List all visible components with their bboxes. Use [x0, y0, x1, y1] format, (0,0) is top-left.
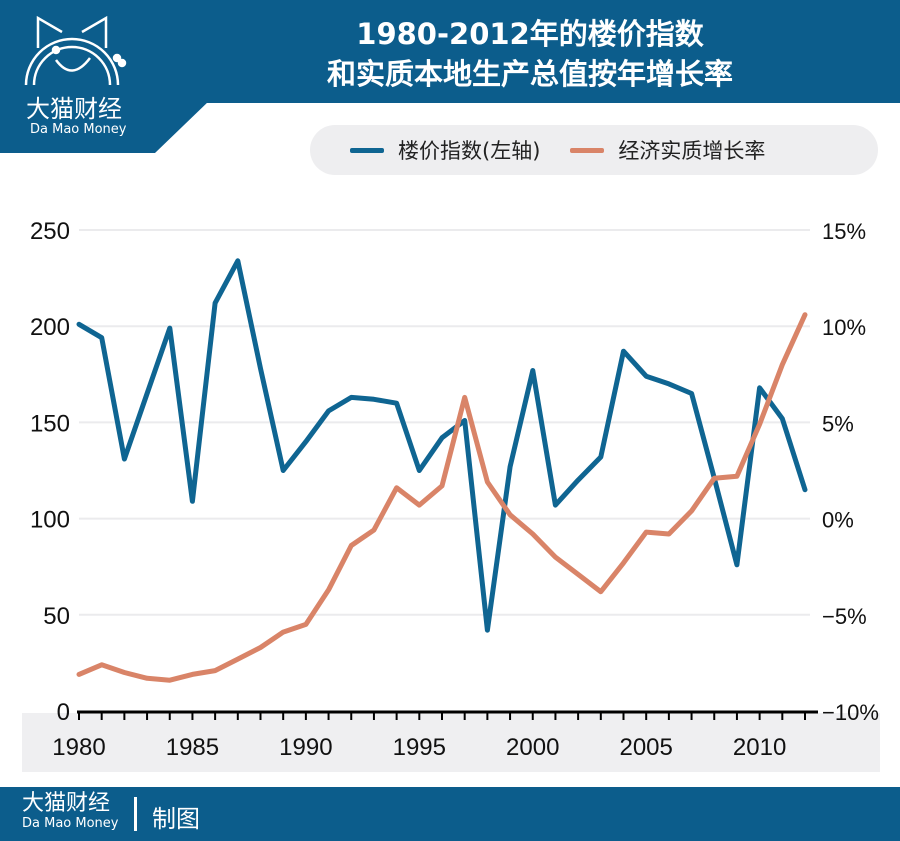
legend: 楼价指数(左轴) 经济实质增长率 [310, 125, 878, 175]
y-left-tick-label: 100 [30, 507, 70, 534]
y-left-tick-label: 200 [30, 314, 70, 341]
x-tick-label: 2010 [733, 734, 786, 761]
x-tick-label: 1980 [52, 734, 105, 761]
x-tick-label: 1985 [166, 734, 219, 761]
y-right-tick-label: 5% [822, 411, 854, 436]
title-line-1: 1980-2012年的楼价指数 [356, 17, 704, 51]
logo-band [0, 15, 210, 153]
y-right-tick-label: −5% [822, 604, 867, 629]
series-line-gdp-growth [76, 312, 808, 683]
y-left-tick-label: 0 [57, 699, 70, 726]
footer-credit: 制图 [152, 805, 200, 833]
logo-name-cn: 大猫财经 [26, 95, 122, 123]
series-line-price-index [76, 258, 808, 633]
logo-text: 大猫财经 Da Mao Money [26, 96, 126, 138]
y-left-tick-label: 150 [30, 410, 70, 437]
x-tick-label: 1995 [393, 734, 446, 761]
footer-brand-cn: 大猫财经 [22, 791, 111, 816]
y-left-tick-label: 250 [30, 218, 70, 245]
legend-label: 楼价指数(左轴) [398, 139, 541, 163]
y-right-tick-label: 10% [822, 315, 866, 340]
header-band [0, 0, 900, 103]
y-right-tick-label: −10% [822, 700, 879, 725]
title-line-2: 和实质本地生产总值按年增长率 [326, 57, 733, 91]
line-chart: 0 −10% 50 −5% 100 0% 150 5% 200 10% 250 15% 1980 1985… [30, 218, 879, 761]
y-right-tick-label: 15% [822, 219, 866, 244]
x-tick-label: 2005 [619, 734, 672, 761]
legend-swatch [350, 147, 384, 153]
footer-brand: 大猫财经 Da Mao Money [22, 792, 118, 832]
footer-brand-en: Da Mao Money [22, 816, 119, 831]
footer-divider [134, 797, 137, 831]
logo-name-en: Da Mao Money [30, 122, 127, 137]
footer: 大猫财经 Da Mao Money 制图 [0, 787, 900, 841]
legend-label: 经济实质增长率 [618, 139, 766, 163]
legend-item-price-index: 楼价指数(左轴) [350, 135, 540, 165]
legend-item-gdp-growth: 经济实质增长率 [570, 135, 765, 165]
legend-swatch [570, 147, 605, 153]
x-tick-label: 1990 [279, 734, 332, 761]
x-axis-band [22, 713, 880, 772]
x-tick-label: 2000 [506, 734, 559, 761]
y-right-tick-label: 0% [822, 508, 854, 533]
y-left-tick-label: 50 [43, 603, 70, 630]
chart-title: 1980-2012年的楼价指数 和实质本地生产总值按年增长率 [230, 14, 830, 94]
cat-logo-icon [24, 15, 127, 86]
